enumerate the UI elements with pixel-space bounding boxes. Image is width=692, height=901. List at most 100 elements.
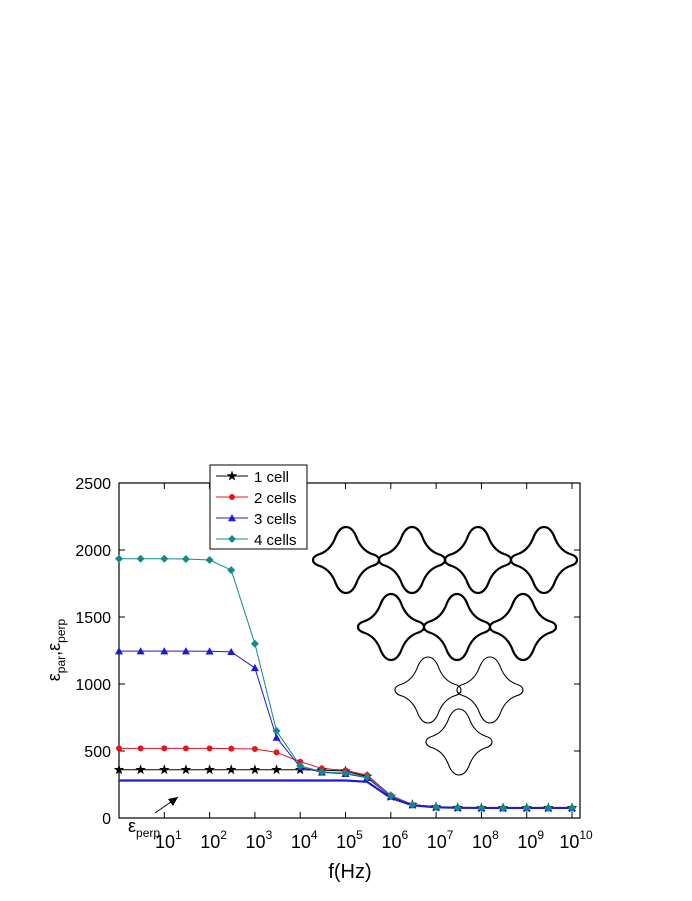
x-tick-exponent: 9 [537, 828, 544, 842]
y-tick-label: 500 [84, 744, 111, 761]
y-axis-label-subscript: perp [54, 618, 68, 642]
x-axis-label: f(Hz) [328, 861, 371, 883]
point [250, 639, 259, 648]
x-tick-exponent: 6 [401, 828, 408, 842]
y-tick-label: 0 [102, 811, 111, 828]
point [250, 663, 259, 672]
annotation-subscript: perp [136, 826, 160, 840]
legend-label: 4 cells [254, 532, 297, 549]
point [296, 761, 305, 770]
y-tick-label: 1500 [75, 610, 111, 627]
x-tick-base: 10 [381, 832, 401, 852]
y-tick-label: 2500 [75, 476, 111, 493]
point [161, 745, 168, 752]
x-tick-exponent: 10 [579, 828, 593, 842]
point [317, 767, 326, 776]
point [272, 733, 281, 741]
point [225, 764, 237, 775]
point [136, 554, 145, 563]
point [499, 803, 508, 812]
x-tick-label: 103 [246, 828, 273, 852]
point [226, 470, 238, 481]
point [137, 745, 144, 752]
x-tick-exponent: 8 [492, 828, 499, 842]
x-tick-exponent: 2 [220, 828, 227, 842]
point [273, 749, 280, 756]
x-tick-label: 107 [427, 828, 454, 852]
point [544, 803, 553, 812]
point [297, 758, 304, 765]
y-tick-label: 2000 [75, 543, 111, 560]
x-tick-base: 10 [517, 832, 537, 852]
x-tick-base: 10 [559, 832, 579, 852]
point [477, 803, 486, 812]
y-axis-label-part: ε [44, 673, 64, 681]
x-tick-label: 101 [155, 828, 182, 852]
point [206, 745, 213, 752]
point [181, 554, 190, 563]
x-tick-label: 106 [381, 828, 408, 852]
x-tick-label: 1010 [559, 828, 593, 852]
x-tick-label: 105 [336, 828, 363, 852]
x-tick-base: 10 [336, 832, 356, 852]
point [432, 803, 441, 812]
point [180, 764, 192, 775]
x-tick-exponent: 4 [311, 828, 318, 842]
y-axis-label-part: ,ε [44, 643, 64, 656]
x-tick-label: 104 [291, 828, 318, 852]
inset-diagram [311, 525, 579, 776]
point [160, 554, 169, 563]
plot-frame [118, 482, 581, 819]
point [363, 773, 372, 782]
point [181, 647, 190, 655]
point [205, 556, 214, 565]
x-tick-base: 10 [155, 832, 175, 852]
x-tick-label: 109 [517, 828, 544, 852]
point [135, 764, 146, 775]
point [271, 764, 282, 775]
x-tick-exponent: 1 [175, 828, 182, 842]
point [160, 647, 169, 655]
point [115, 647, 123, 655]
x-tick-exponent: 7 [447, 828, 454, 842]
point [228, 535, 236, 543]
series-line [119, 747, 573, 809]
y-tick-label: 1000 [75, 677, 111, 694]
point [116, 745, 122, 752]
point [115, 554, 123, 563]
x-tick-exponent: 5 [356, 828, 363, 842]
x-tick-base: 10 [427, 832, 447, 852]
point [408, 800, 417, 809]
point [204, 764, 215, 775]
x-tick-base: 10 [291, 832, 311, 852]
annotation: εperp [128, 816, 160, 840]
point [249, 764, 261, 775]
x-tick-label: 108 [472, 828, 499, 852]
x-tick-label: 102 [200, 828, 227, 852]
point [568, 803, 577, 812]
legend-label: 2 cells [254, 490, 297, 507]
point [113, 764, 125, 775]
point [522, 803, 531, 812]
y-axis-label-subscript: par [54, 656, 68, 673]
point [227, 566, 236, 575]
x-tick-exponent: 3 [266, 828, 273, 842]
annotation-part: ε [128, 816, 136, 836]
point [228, 514, 236, 522]
legend-label: 1 cell [254, 469, 289, 486]
y-axis-label: εpar,εperp [44, 618, 68, 681]
series-line [119, 779, 573, 810]
point [136, 647, 145, 655]
point [229, 494, 235, 500]
legend-label: 3 cells [254, 511, 297, 528]
x-tick-base: 10 [200, 832, 220, 852]
point [251, 745, 258, 752]
point [341, 769, 350, 778]
point [205, 647, 214, 655]
legend-box [209, 464, 308, 550]
x-tick-base: 10 [472, 832, 492, 852]
point [453, 803, 462, 812]
point [228, 745, 235, 752]
point [386, 791, 395, 800]
